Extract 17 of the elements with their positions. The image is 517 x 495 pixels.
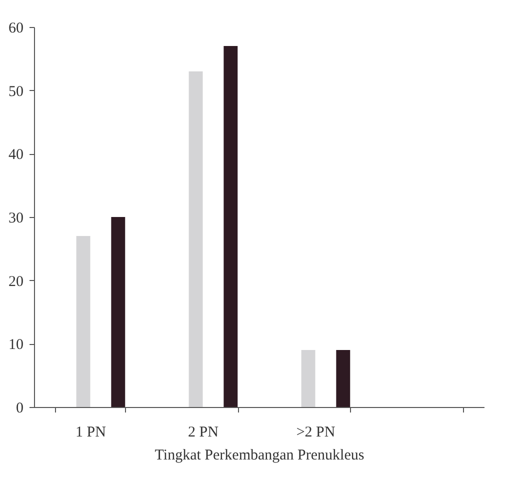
y-tick-label: 10 [8,337,24,354]
y-tick-label: 0 [16,400,24,416]
bar [336,350,350,407]
x-tick-label: 1 PN [76,424,106,440]
x-tick-label: 2 PN [188,424,219,440]
x-axis-title: Tingkat Perkembangan Prenukleus [154,448,364,464]
bar [111,217,126,407]
x-tick-label: >2 PN [296,424,336,440]
bar [224,46,238,407]
bar [301,350,316,407]
y-tick-label: 60 [8,20,24,36]
y-tick-label: 40 [8,147,24,164]
y-tick-label: 30 [8,210,24,226]
y-tick-label: 20 [8,274,24,290]
bar [76,236,90,407]
y-tick-label: 50 [8,84,24,100]
bar [188,71,203,407]
